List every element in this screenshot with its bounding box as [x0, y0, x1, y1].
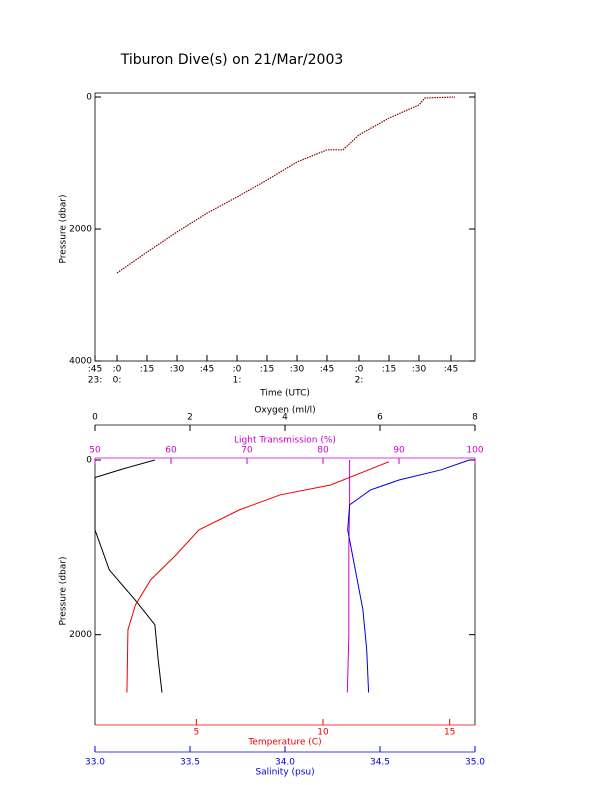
- x-tick-label: 60: [165, 446, 177, 456]
- x-tick-label: 8: [472, 413, 478, 423]
- x-tick-label: 80: [317, 446, 329, 456]
- x-tick-label: 6: [377, 413, 383, 423]
- x-tick-label: :45: [200, 365, 214, 375]
- x-tick-label: 35.0: [465, 758, 485, 768]
- profile-line: [94, 459, 163, 693]
- x-tick-label: :45: [320, 365, 334, 375]
- x-tick-label: 100: [466, 446, 483, 456]
- x-tick-label: :0: [355, 365, 364, 375]
- x-hour-label: 23:: [88, 376, 102, 386]
- x-axis-label: Light Transmission (%): [234, 436, 336, 446]
- x-axis-label: Time (UTC): [259, 389, 310, 399]
- y-tick-label: 0: [86, 456, 92, 466]
- y-tick-label: 2000: [69, 630, 92, 640]
- x-tick-label: 34.5: [370, 758, 390, 768]
- x-tick-label: :15: [140, 365, 154, 375]
- x-tick-label: 2: [187, 413, 193, 423]
- x-tick-label: 33.0: [85, 758, 105, 768]
- x-tick-label: 0: [92, 413, 98, 423]
- y-tick-label: 0: [86, 93, 92, 103]
- x-tick-label: :45: [88, 365, 102, 375]
- x-tick-label: 33.5: [180, 758, 200, 768]
- chart-title: Tiburon Dive(s) on 21/Mar/2003: [120, 52, 344, 68]
- x-tick-label: :15: [382, 365, 396, 375]
- x-hour-label: 0:: [113, 376, 122, 386]
- y-tick-label: 4000: [69, 357, 92, 367]
- profile-line: [346, 460, 351, 693]
- x-tick-label: 4: [282, 413, 288, 423]
- profile-line: [347, 459, 470, 693]
- x-tick-label: 50: [89, 446, 101, 456]
- x-axis-label: Salinity (psu): [255, 768, 314, 778]
- x-tick-label: :30: [412, 365, 427, 375]
- pressure-line: [116, 96, 456, 274]
- x-tick-label: :30: [290, 365, 305, 375]
- x-tick-label: :0: [233, 365, 242, 375]
- x-tick-label: 5: [193, 728, 199, 738]
- x-tick-label: :0: [113, 365, 122, 375]
- profile-line: [126, 461, 390, 693]
- x-hour-label: 1:: [233, 376, 242, 386]
- x-axis-label: Temperature (C): [247, 738, 321, 748]
- x-tick-label: :30: [170, 365, 185, 375]
- x-tick-label: :15: [260, 365, 274, 375]
- x-tick-label: :45: [444, 365, 458, 375]
- x-tick-label: 10: [317, 728, 329, 738]
- y-tick-label: 2000: [69, 225, 92, 235]
- y-axis-label: Pressure (dbar): [59, 557, 69, 626]
- y-axis-label: Pressure (dbar): [59, 195, 69, 264]
- x-hour-label: 2:: [355, 376, 364, 386]
- x-tick-label: 15: [444, 728, 455, 738]
- plot-frame: [94, 92, 476, 362]
- x-axis-label: Oxygen (ml/l): [254, 406, 315, 416]
- x-tick-label: 34.0: [275, 758, 295, 768]
- x-tick-label: 90: [393, 446, 405, 456]
- x-tick-label: 70: [241, 446, 253, 456]
